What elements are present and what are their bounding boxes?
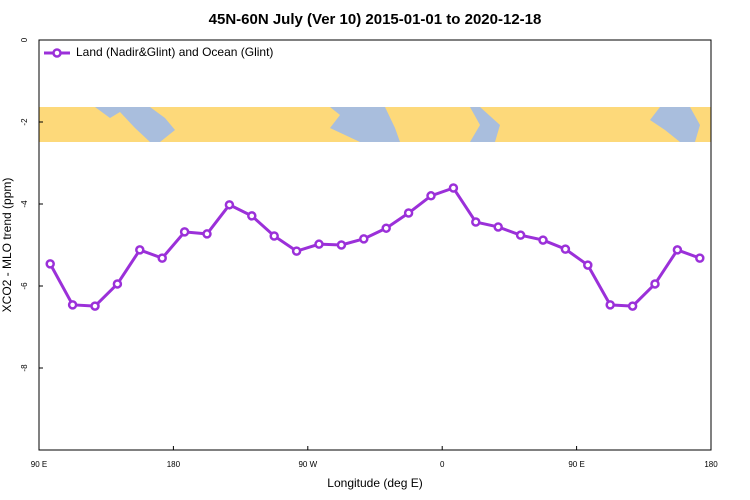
data-point xyxy=(135,245,145,255)
x-tick-label: 180 xyxy=(704,460,718,469)
x-tick-label: 0 xyxy=(440,460,445,469)
data-point xyxy=(583,260,593,270)
data-point xyxy=(179,227,190,237)
y-axis-label: XCO2 - MLO trend (ppm) xyxy=(0,178,14,313)
data-point xyxy=(336,240,347,250)
data-point xyxy=(538,235,548,245)
y-tick-label: -2 xyxy=(20,118,29,126)
x-tick-label: 90 E xyxy=(31,460,47,469)
plot-frame xyxy=(38,39,712,451)
data-point xyxy=(560,244,571,254)
data-point xyxy=(672,245,683,255)
data-point xyxy=(157,253,167,263)
y-tick-label: 0 xyxy=(20,37,29,42)
data-point xyxy=(67,300,78,310)
data-point xyxy=(90,301,100,311)
data-point xyxy=(695,253,705,263)
x-axis-label: Longitude (deg E) xyxy=(327,476,422,490)
map-band xyxy=(39,107,711,142)
y-tick-label: -6 xyxy=(20,282,29,290)
data-point xyxy=(515,230,526,240)
data-point xyxy=(269,231,279,241)
data-point xyxy=(247,211,257,221)
data-point xyxy=(381,223,391,233)
series-line xyxy=(48,186,701,308)
x-tick-label: 90 E xyxy=(568,460,584,469)
data-point xyxy=(314,239,324,249)
data-point xyxy=(202,229,212,239)
data-point xyxy=(291,246,302,256)
data-point xyxy=(493,222,503,232)
data-point xyxy=(650,279,660,289)
data-point xyxy=(359,234,369,244)
x-tick-label: 90 W xyxy=(298,460,317,469)
data-point xyxy=(471,217,481,227)
x-tick-label: 180 xyxy=(167,460,181,469)
data-point xyxy=(224,200,235,210)
chart-title: 45N-60N July (Ver 10) 2015-01-01 to 2020… xyxy=(209,11,542,28)
data-point xyxy=(627,301,638,311)
y-tick-label: -4 xyxy=(20,200,29,208)
legend-marker xyxy=(52,48,62,58)
data-point xyxy=(112,279,123,289)
data-point xyxy=(45,259,55,269)
legend-label: Land (Nadir&Glint) and Ocean (Glint) xyxy=(76,45,273,59)
data-point xyxy=(605,300,615,310)
data-point xyxy=(403,208,414,218)
data-point xyxy=(426,191,436,201)
y-tick-label: -8 xyxy=(20,364,29,372)
data-point xyxy=(448,183,459,193)
